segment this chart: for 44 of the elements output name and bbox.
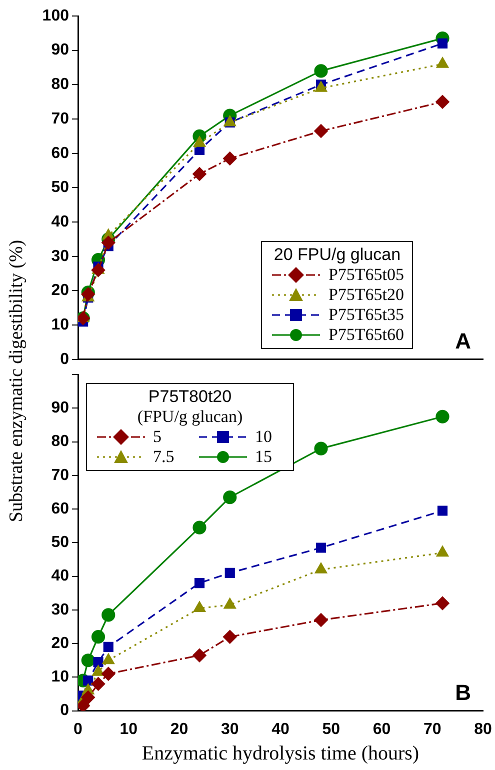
legend-label: 10 [255, 426, 273, 447]
y-tick-label: 0 [60, 350, 70, 368]
legend-label: 15 [255, 446, 273, 467]
y-tick-label: 70 [51, 466, 70, 484]
y-tick-label: 90 [51, 42, 70, 59]
x-tick-label: 20 [170, 720, 188, 738]
y-tick-label: 40 [51, 213, 70, 230]
x-tick-label: 60 [372, 720, 391, 738]
legend-label: 5 [153, 426, 162, 447]
x-tick-label: 40 [272, 720, 290, 738]
y-tick-label: 90 [51, 400, 70, 417]
y-tick-label: 60 [51, 144, 70, 162]
y-tick-label: 50 [51, 534, 70, 552]
y-tick-label: 20 [51, 282, 70, 300]
y-tick-label: 50 [51, 179, 70, 196]
legend-label: P75T65t35 [328, 305, 404, 326]
y-tick-label: 80 [51, 433, 70, 450]
legend-label: 7.5 [153, 446, 176, 467]
y-tick-label: 70 [51, 110, 70, 128]
x-tick-label: 30 [220, 720, 239, 738]
x-axis-title: Enzymatic hydrolysis time (hours) [142, 742, 420, 764]
annotation: B [455, 680, 471, 705]
y-axis-title: Substrate enzymatic digestibility (%) [6, 238, 28, 524]
y-tick-label: 20 [51, 634, 70, 652]
y-tick-label: 0 [60, 702, 70, 720]
y-tick-label: 40 [51, 568, 70, 585]
legend-title: 20 FPU/g glucan [272, 245, 402, 266]
x-tick-label: 10 [120, 720, 138, 738]
x-tick-label: 80 [474, 720, 492, 738]
y-tick-label: 60 [51, 500, 70, 518]
y-tick-label: 80 [51, 76, 70, 94]
legend-label: P75T65t60 [328, 325, 404, 346]
legend-title: P75T80t20 (FPU/g glucan) [136, 386, 244, 427]
annotation: A [455, 328, 472, 354]
x-tick-label: 70 [423, 720, 442, 738]
legend-label: P75T65t05 [328, 265, 404, 286]
legend-label: P75T65t20 [328, 285, 404, 306]
y-tick-label: 10 [51, 316, 70, 334]
y-tick-label: 100 [42, 7, 70, 24]
y-tick-label: 10 [51, 668, 70, 686]
y-tick-label: 30 [51, 601, 70, 618]
x-tick-label: 0 [74, 720, 83, 738]
x-tick-label: 50 [322, 720, 340, 738]
y-tick-label: 30 [51, 248, 70, 265]
